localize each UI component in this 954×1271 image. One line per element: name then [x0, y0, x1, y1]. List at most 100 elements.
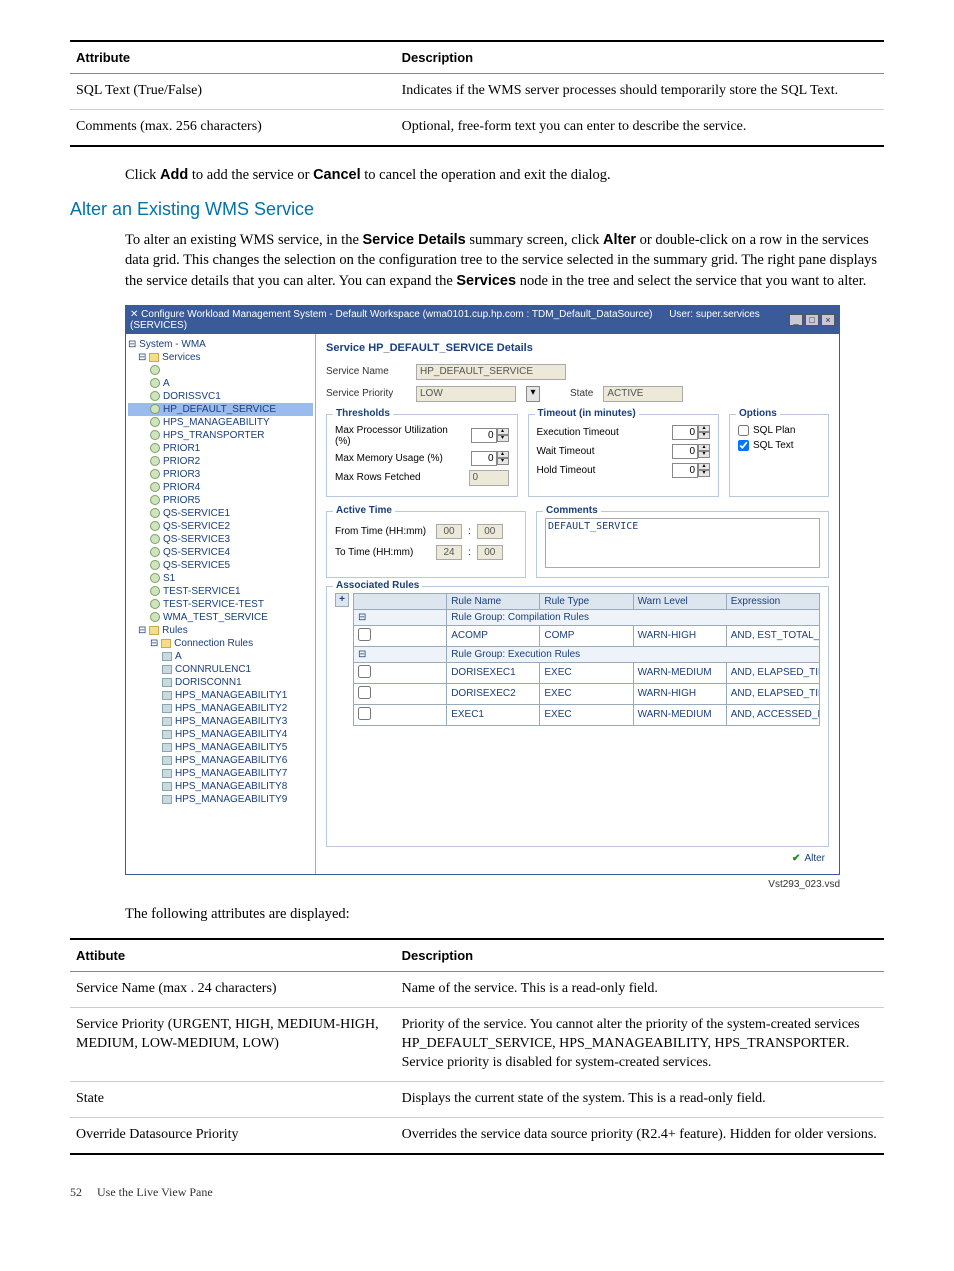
- rule-row[interactable]: ACOMPCOMPWARN-HIGHAND, EST_TOTAL_MEMORY …: [354, 625, 820, 646]
- from-mm-input[interactable]: [477, 524, 503, 539]
- spin-up-icon[interactable]: ▴: [698, 444, 710, 451]
- spin-down-icon[interactable]: ▾: [698, 451, 710, 458]
- footer-section: Use the Live View Pane: [97, 1185, 213, 1199]
- col-description: Description: [396, 41, 884, 74]
- tree-service-item[interactable]: QS-SERVICE3: [128, 533, 313, 546]
- tree-service-item[interactable]: HPS_TRANSPORTER: [128, 429, 313, 442]
- tree-conn-item[interactable]: HPS_MANAGEABILITY5: [128, 741, 313, 754]
- spin-up-icon[interactable]: ▴: [698, 463, 710, 470]
- tree-service-item[interactable]: QS-SERVICE1: [128, 507, 313, 520]
- tree-conn-item[interactable]: HPS_MANAGEABILITY1: [128, 689, 313, 702]
- tree-service-item[interactable]: PRIOR5: [128, 494, 313, 507]
- service-icon: [150, 612, 160, 622]
- tree-service-item[interactable]: [128, 364, 313, 377]
- to-mm-input[interactable]: [477, 545, 503, 560]
- tree-conn-item[interactable]: HPS_MANAGEABILITY7: [128, 767, 313, 780]
- rule-checkbox[interactable]: [358, 686, 371, 699]
- col-attribute: Attibute: [70, 939, 396, 972]
- hold-timeout-input[interactable]: [672, 463, 698, 478]
- tree-service-item[interactable]: PRIOR1: [128, 442, 313, 455]
- rule-icon: [162, 743, 172, 752]
- tree-service-item[interactable]: WMA_TEST_SERVICE: [128, 611, 313, 624]
- mmu-input[interactable]: [471, 451, 497, 466]
- exec-timeout-input[interactable]: [672, 425, 698, 440]
- associated-rules-group: Associated Rules + Rule Name Rule Type W…: [326, 586, 829, 847]
- attribute-table-bottom: Attibute Description Service Name (max .…: [70, 938, 884, 1154]
- table-row: SQL Text (True/False) Indicates if the W…: [70, 74, 884, 110]
- tree-service-item[interactable]: S1: [128, 572, 313, 585]
- spin-up-icon[interactable]: ▴: [698, 425, 710, 432]
- alter-button[interactable]: ✔ Alter: [792, 853, 825, 864]
- rule-icon: [162, 691, 172, 700]
- spin-down-icon[interactable]: ▾: [698, 470, 710, 477]
- rule-icon: [162, 782, 172, 791]
- tree-conn-item[interactable]: HPS_MANAGEABILITY4: [128, 728, 313, 741]
- tree-service-item[interactable]: QS-SERVICE2: [128, 520, 313, 533]
- tree-service-item[interactable]: PRIOR2: [128, 455, 313, 468]
- table-row: StateDisplays the current state of the s…: [70, 1081, 884, 1117]
- tree-service-item[interactable]: TEST-SERVICE-TEST: [128, 598, 313, 611]
- attribute-table-top: Attribute Description SQL Text (True/Fal…: [70, 40, 884, 147]
- tree-pane[interactable]: ⊟ System - WMA ⊟ Services ADORISSVC1HP_D…: [126, 334, 316, 874]
- tree-conn-item[interactable]: HPS_MANAGEABILITY2: [128, 702, 313, 715]
- from-hh-input[interactable]: [436, 524, 462, 539]
- tree-service-item[interactable]: A: [128, 377, 313, 390]
- tree-rules[interactable]: ⊟ Rules: [128, 624, 313, 637]
- service-priority-field[interactable]: [416, 386, 516, 402]
- tree-service-item[interactable]: QS-SERVICE5: [128, 559, 313, 572]
- tree-conn-item[interactable]: HPS_MANAGEABILITY3: [128, 715, 313, 728]
- spin-down-icon[interactable]: ▾: [497, 458, 509, 465]
- tool-icon: ✕: [130, 309, 138, 320]
- tree-root[interactable]: ⊟ System - WMA: [128, 338, 313, 351]
- rule-checkbox[interactable]: [358, 707, 371, 720]
- rule-checkbox[interactable]: [358, 628, 371, 641]
- tree-service-item[interactable]: QS-SERVICE4: [128, 546, 313, 559]
- dropdown-icon[interactable]: ▾: [526, 386, 540, 402]
- tree-services[interactable]: ⊟ Services: [128, 351, 313, 364]
- sql-plan-checkbox[interactable]: SQL Plan: [738, 425, 820, 436]
- service-name-field[interactable]: [416, 364, 566, 380]
- tree-service-item[interactable]: PRIOR3: [128, 468, 313, 481]
- add-rule-button[interactable]: +: [335, 593, 349, 607]
- close-icon[interactable]: ×: [821, 314, 835, 326]
- table-row: Override Datasource PriorityOverrides th…: [70, 1117, 884, 1153]
- rule-row[interactable]: DORISEXEC2EXECWARN-HIGHAND, ELAPSED_TIME…: [354, 683, 820, 704]
- tree-conn-item[interactable]: HPS_MANAGEABILITY6: [128, 754, 313, 767]
- spin-down-icon[interactable]: ▾: [698, 432, 710, 439]
- comments-group: Comments: [536, 511, 829, 578]
- tree-conn-item[interactable]: HPS_MANAGEABILITY8: [128, 780, 313, 793]
- rule-row[interactable]: EXEC1EXECWARN-MEDIUMAND, ACCESSED_ROWS >…: [354, 704, 820, 725]
- window-title: Configure Workload Management System - D…: [141, 309, 652, 320]
- to-hh-input[interactable]: [436, 545, 462, 560]
- minimize-icon[interactable]: _: [789, 314, 803, 326]
- rule-row[interactable]: DORISEXEC1EXECWARN-MEDIUMAND, ELAPSED_TI…: [354, 662, 820, 683]
- tree-conn-item[interactable]: HPS_MANAGEABILITY9: [128, 793, 313, 806]
- tree-conn-item[interactable]: DORISCONN1: [128, 676, 313, 689]
- mrf-input[interactable]: [469, 470, 509, 486]
- sql-text-checkbox[interactable]: SQL Text: [738, 440, 820, 451]
- mpu-input[interactable]: [471, 428, 497, 443]
- options-group: Options SQL Plan SQL Text: [729, 414, 829, 497]
- tree-conn-item[interactable]: A: [128, 650, 313, 663]
- comments-textarea[interactable]: [545, 518, 820, 568]
- rule-icon: [162, 795, 172, 804]
- folder-icon: [149, 626, 159, 635]
- tree-service-item[interactable]: HPS_MANAGEABILITY: [128, 416, 313, 429]
- tree-service-item[interactable]: HP_DEFAULT_SERVICE: [128, 403, 313, 416]
- tree-service-item[interactable]: PRIOR4: [128, 481, 313, 494]
- tree-service-item[interactable]: TEST-SERVICE1: [128, 585, 313, 598]
- spin-down-icon[interactable]: ▾: [497, 435, 509, 442]
- service-icon: [150, 430, 160, 440]
- maximize-icon[interactable]: □: [805, 314, 819, 326]
- service-icon: [150, 495, 160, 505]
- wait-timeout-input[interactable]: [672, 444, 698, 459]
- service-icon: [150, 469, 160, 479]
- tree-conn-item[interactable]: CONNRULENC1: [128, 663, 313, 676]
- spin-up-icon[interactable]: ▴: [497, 451, 509, 458]
- tree-conn-rules[interactable]: ⊟ Connection Rules: [128, 637, 313, 650]
- rule-checkbox[interactable]: [358, 665, 371, 678]
- detail-heading: Service HP_DEFAULT_SERVICE Details: [326, 342, 829, 354]
- rule-icon: [162, 665, 172, 674]
- tree-service-item[interactable]: DORISSVC1: [128, 390, 313, 403]
- spin-up-icon[interactable]: ▴: [497, 428, 509, 435]
